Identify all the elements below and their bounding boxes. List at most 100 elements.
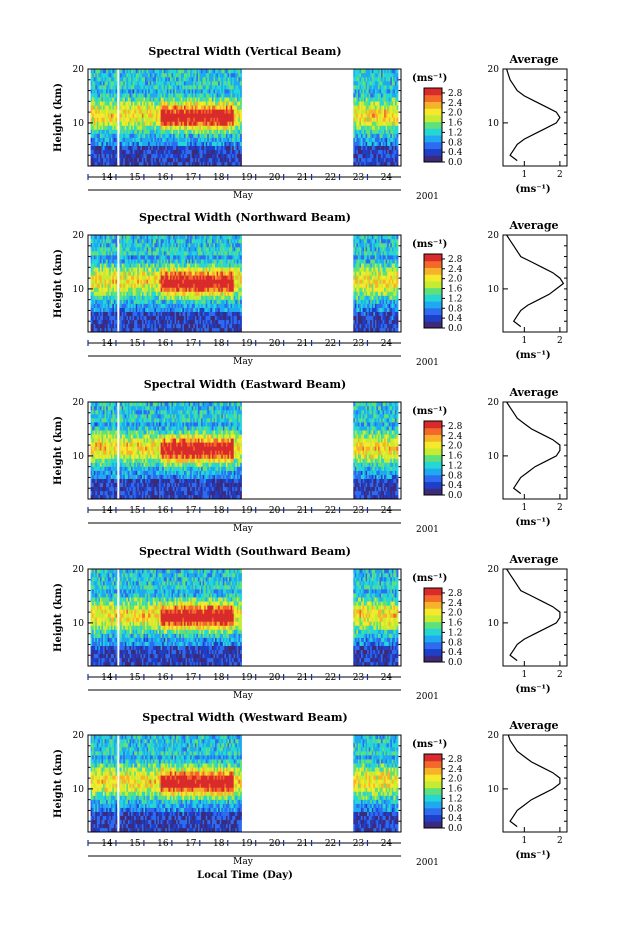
heatmap-cell: [129, 246, 132, 252]
heatmap-cell: [201, 76, 204, 82]
heatmap-cell: [174, 72, 177, 78]
heatmap-cell: [137, 319, 140, 325]
heatmap-cell: [146, 137, 149, 142]
heatmap-cell: [176, 255, 179, 260]
heatmap-cell: [118, 275, 121, 280]
heatmap-cell: [121, 76, 124, 82]
heatmap-cell: [174, 234, 177, 240]
heatmap-cell: [364, 97, 367, 102]
heatmap-cell: [166, 259, 169, 264]
heatmap-cell: [190, 68, 193, 74]
heatmap-cell: [124, 101, 127, 106]
heatmap-cell: [227, 101, 230, 106]
heatmap-cell: [121, 307, 124, 312]
heatmap-cell: [112, 279, 115, 284]
heatmap-cell: [174, 311, 177, 317]
heatmap-cell: [359, 109, 362, 114]
heatmap-cell: [197, 259, 200, 264]
heatmap-cell: [154, 279, 157, 284]
heatmap-cell: [163, 97, 166, 102]
heatmap-cell: [145, 291, 148, 296]
heatmap-cell: [166, 299, 169, 304]
heatmap-cell: [159, 303, 162, 308]
heatmap-cell: [107, 287, 110, 292]
heatmap-cell: [101, 129, 104, 134]
heatmap-cell: [215, 117, 218, 122]
heatmap-cell: [93, 105, 96, 110]
heatmap-cell: [204, 72, 207, 78]
heatmap-cell: [143, 109, 146, 114]
heatmap-cell: [99, 263, 102, 268]
heatmap-cell: [160, 303, 163, 308]
heatmap-cell: [174, 89, 177, 94]
heatmap-cell: [182, 319, 185, 325]
heatmap-cell: [123, 157, 126, 163]
heatmap-cell: [368, 157, 371, 163]
heatmap-cell: [90, 149, 93, 155]
heatmap-cell: [157, 242, 160, 248]
heatmap-cell: [235, 133, 238, 138]
heatmap-cell: [146, 291, 149, 296]
heatmap-cell: [112, 287, 115, 292]
heatmap-cell: [154, 89, 157, 94]
heatmap-cell: [126, 137, 129, 142]
heatmap-cell: [365, 149, 368, 155]
heatmap-cell: [107, 133, 110, 138]
heatmap-cell: [205, 242, 208, 248]
heatmap-cell: [384, 80, 387, 86]
heatmap-cell: [185, 311, 188, 317]
colorbar-swatch: [424, 88, 442, 96]
heatmap-cell: [376, 109, 379, 114]
heatmap-cell: [193, 299, 196, 304]
heatmap-cell: [208, 311, 211, 317]
heatmap-cell: [227, 141, 230, 146]
heatmap-cell: [385, 93, 388, 98]
heatmap-cell: [210, 72, 213, 78]
heatmap-cell: [98, 89, 101, 94]
heatmap-cell: [365, 101, 368, 106]
heatmap-cell: [193, 279, 196, 284]
heatmap-cell: [165, 121, 168, 126]
heatmap-cell: [208, 315, 211, 321]
heatmap-cell: [202, 295, 205, 300]
heatmap-cell: [138, 319, 141, 325]
heatmap-cell: [171, 255, 174, 260]
heatmap-cell: [362, 121, 365, 126]
heatmap-cell: [367, 141, 370, 146]
heatmap-cell: [148, 145, 151, 151]
heatmap-cell: [190, 315, 193, 321]
heatmap-cell: [146, 263, 149, 268]
heatmap-cell: [104, 121, 107, 126]
heatmap-cell: [365, 125, 368, 130]
heatmap-cell: [157, 250, 160, 256]
heatmap-cell: [99, 246, 102, 252]
heatmap-cell: [159, 234, 162, 240]
heatmap-cell: [187, 255, 190, 260]
heatmap-cell: [106, 97, 109, 102]
heatmap-cell: [365, 76, 368, 82]
heatmap-cell: [176, 76, 179, 82]
heatmap-cell: [232, 84, 235, 90]
heatmap-cell: [194, 125, 197, 130]
heatmap-cell: [174, 133, 177, 138]
heatmap-cell: [146, 113, 149, 118]
heatmap-cell: [379, 141, 382, 146]
heatmap-cell: [182, 157, 185, 163]
heatmap-cell: [146, 117, 149, 122]
heatmap-cell: [120, 105, 123, 110]
heatmap-cell: [143, 153, 146, 159]
heatmap-cell: [132, 80, 135, 86]
heatmap-cell: [225, 101, 228, 106]
heatmap-cell: [379, 109, 382, 114]
heatmap-cell: [99, 137, 102, 142]
heatmap-cell: [166, 105, 169, 110]
heatmap-cell: [132, 97, 135, 102]
heatmap-cell: [98, 267, 101, 272]
heatmap-cell: [124, 279, 127, 284]
heatmap-cell: [120, 72, 123, 78]
heatmap-cell: [224, 153, 227, 159]
heatmap-cell: [168, 68, 171, 74]
heatmap-cell: [173, 255, 176, 260]
heatmap-cell: [132, 68, 135, 74]
heatmap-cell: [149, 145, 152, 151]
